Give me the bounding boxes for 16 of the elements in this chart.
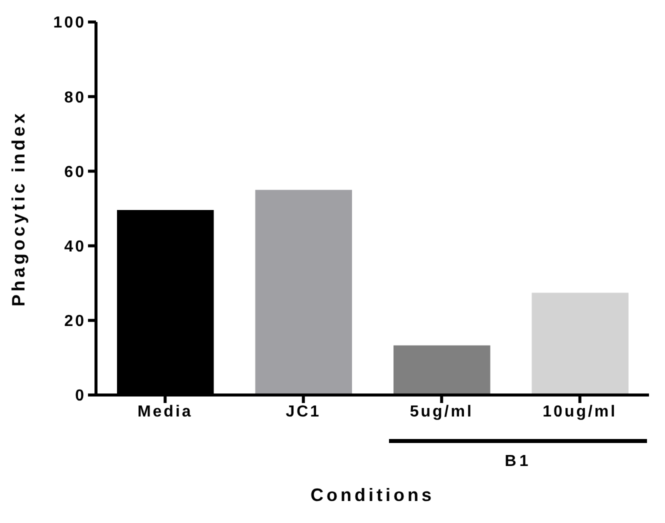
bar xyxy=(532,292,629,395)
x-tick-label: 5ug/ml xyxy=(410,403,474,420)
y-tick-label: 100 xyxy=(53,14,86,32)
y-tick-label: 40 xyxy=(64,238,86,256)
bar xyxy=(394,345,490,395)
y-tick-label: 80 xyxy=(64,89,86,106)
x-axis-title: Conditions xyxy=(310,485,434,505)
x-tick-label: 10ug/ml xyxy=(542,403,618,420)
y-axis-title: Phagocytic index xyxy=(8,110,28,307)
text: B1 xyxy=(504,453,532,471)
y-tick-label: 60 xyxy=(64,164,86,181)
x-tick-label: Media xyxy=(137,403,193,420)
x-tick-label: JC1 xyxy=(286,403,322,420)
y-tick-label: 0 xyxy=(75,388,86,405)
bar xyxy=(255,190,352,395)
y-tick-label: 20 xyxy=(64,313,86,330)
